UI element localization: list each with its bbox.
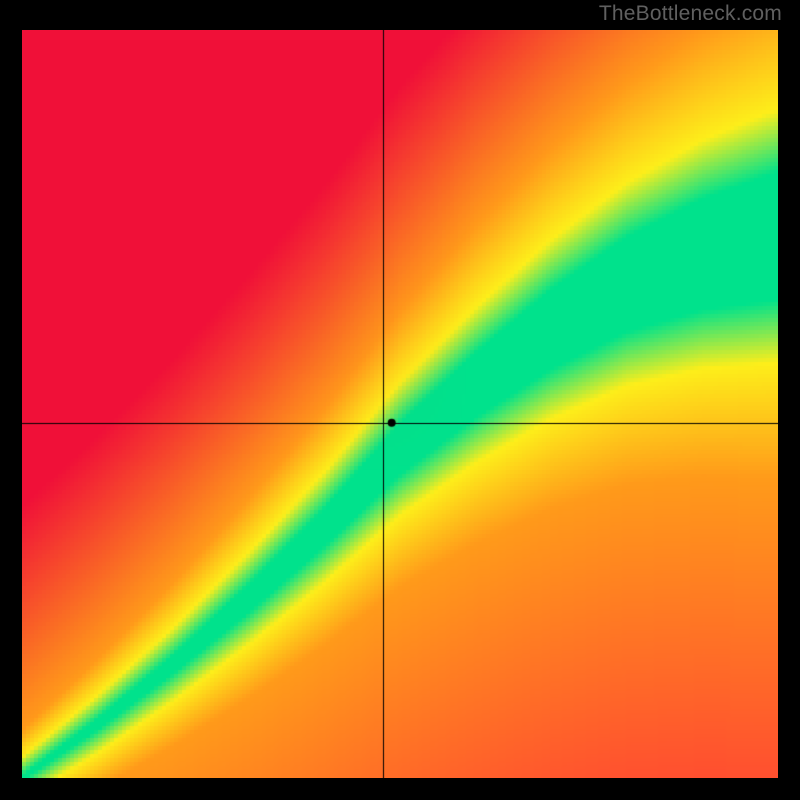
bottleneck-heatmap: [22, 30, 778, 778]
watermark-text: TheBottleneck.com: [599, 2, 782, 26]
chart-container: TheBottleneck.com: [0, 0, 800, 800]
